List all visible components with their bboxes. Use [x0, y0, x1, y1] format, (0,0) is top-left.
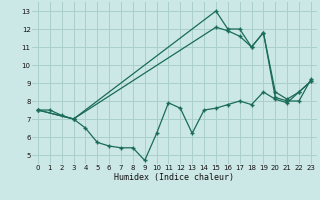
- X-axis label: Humidex (Indice chaleur): Humidex (Indice chaleur): [115, 173, 234, 182]
